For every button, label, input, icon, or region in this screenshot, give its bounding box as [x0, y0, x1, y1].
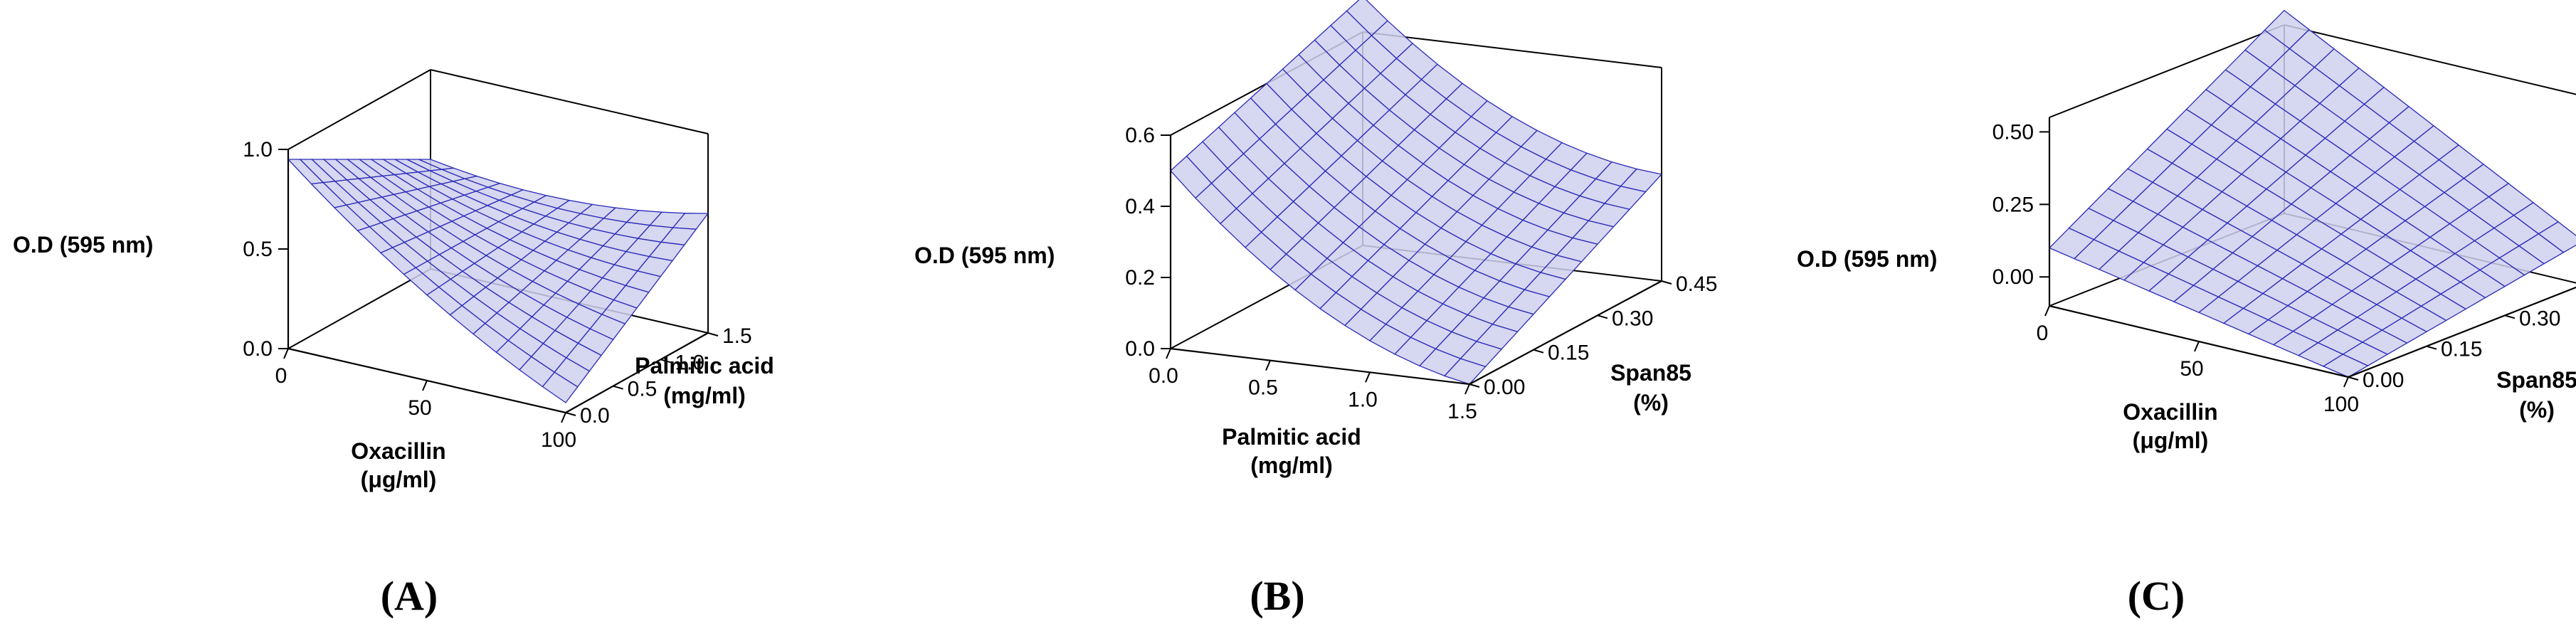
y-axis-line	[1469, 280, 1662, 385]
z-tick-label: 0.0	[1125, 337, 1155, 361]
z-axis-title: O.D (595 nm)	[1797, 246, 1937, 272]
x-tick-label: 0	[275, 364, 287, 388]
surface-cell	[1443, 358, 1487, 385]
panel-label-a: (A)	[381, 573, 438, 619]
x-tick-mark	[283, 348, 289, 359]
z-tick-label: 0.5	[243, 238, 273, 261]
surface-mesh	[1170, 0, 1663, 385]
y-tick-label: 0.5	[628, 378, 658, 401]
y-tick-mark	[2504, 314, 2516, 319]
y-tick-label: 0.30	[1612, 307, 1653, 330]
y-axis-line	[565, 332, 709, 413]
z-axis-title: O.D (595 nm)	[13, 232, 153, 258]
y-tick-label: 0.0	[580, 404, 610, 428]
y-tick-label: 1.5	[722, 324, 752, 348]
y-tick-label: 0.15	[1548, 341, 1589, 365]
z-tick-label: 1.0	[243, 138, 273, 161]
frame-edge	[287, 268, 431, 349]
x-tick-mark	[2194, 341, 2200, 352]
x-tick-label: 0	[2037, 322, 2049, 345]
z-tick-label: 0.4	[1125, 195, 1155, 218]
x-tick-mark	[1464, 383, 1470, 395]
x-axis-title: Palmitic acid	[1222, 424, 1361, 450]
x-axis-title: Oxacillin	[351, 438, 445, 464]
z-tick-label: 0.00	[1992, 265, 2034, 289]
x-tick-label: 0.0	[1149, 364, 1178, 388]
x-tick-mark	[561, 412, 566, 423]
y-tick-mark	[565, 412, 576, 416]
frame-edge	[287, 69, 431, 150]
x-axis-title: (μg/ml)	[2133, 428, 2209, 453]
z-tick-label: 0.25	[1992, 193, 2034, 216]
surface-mesh	[287, 159, 709, 403]
z-axis-title: O.D (595 nm)	[914, 243, 1055, 268]
y-axis-title: Palmitic acid	[635, 353, 774, 378]
frame-edge	[2049, 24, 2285, 118]
x-tick-mark	[2343, 376, 2349, 388]
y-tick-label: 0.00	[1484, 376, 1525, 399]
y-tick-label: 0.45	[1676, 272, 1717, 296]
x-tick-label: 50	[408, 396, 431, 420]
y-axis-title: (%)	[2519, 397, 2555, 423]
x-tick-label: 0.5	[1248, 376, 1278, 400]
y-tick-mark	[660, 359, 671, 364]
z-tick-label: 0.6	[1125, 124, 1155, 147]
x-axis-title: Oxacillin	[2123, 399, 2217, 425]
x-axis-line	[1170, 347, 1470, 386]
frame-edge	[1362, 31, 1662, 68]
y-tick-label: 0.00	[2363, 369, 2404, 392]
y-tick-mark	[1533, 349, 1544, 354]
x-tick-mark	[1365, 371, 1371, 383]
frame-edge	[430, 69, 709, 134]
y-axis-title: (%)	[1633, 390, 1669, 415]
x-tick-mark	[2044, 305, 2050, 317]
y-tick-label: 0.15	[2441, 338, 2482, 361]
surface-plot-b: 0.0 0.5 1.0 1.5 0.00 0.15 0.30 0.45 0.0 0.2 0.4 0.6…	[914, 0, 1717, 478]
x-tick-label: 50	[2180, 357, 2203, 381]
y-tick-mark	[1597, 314, 1608, 319]
surface-mesh	[2048, 9, 2576, 378]
y-axis-line	[2348, 286, 2576, 378]
z-tick-label: 0.50	[1992, 120, 2034, 144]
x-axis-title: (μg/ml)	[361, 467, 437, 492]
x-tick-mark	[1166, 348, 1171, 359]
x-tick-label: 100	[2323, 393, 2359, 416]
y-axis-title: Span85	[1610, 360, 1691, 386]
panel-label-c: (C)	[2128, 573, 2185, 619]
x-tick-label: 100	[541, 428, 576, 452]
surface-cell	[2322, 354, 2369, 378]
y-tick-mark	[707, 332, 719, 337]
x-tick-label: 1.0	[1348, 388, 1378, 411]
y-tick-mark	[2348, 376, 2359, 381]
y-tick-mark	[613, 385, 623, 390]
y-axis-title: (mg/ml)	[663, 383, 746, 408]
x-axis-title: (mg/ml)	[1250, 452, 1333, 478]
y-tick-mark	[2426, 345, 2437, 350]
z-tick-label: 0.2	[1125, 266, 1155, 290]
surface-cell	[542, 371, 579, 403]
x-tick-label: 1.5	[1447, 400, 1477, 423]
y-tick-mark	[1661, 280, 1672, 285]
panel-label-b: (B)	[1250, 573, 1304, 619]
y-tick-label: 1.0	[675, 351, 704, 374]
y-tick-label: 0.30	[2519, 307, 2560, 330]
x-tick-mark	[422, 380, 428, 391]
x-tick-mark	[1265, 360, 1271, 371]
z-tick-label: 0.0	[243, 337, 273, 361]
y-tick-mark	[1469, 383, 1480, 388]
frame-edge	[2284, 24, 2576, 95]
y-axis-title: Span85	[2496, 367, 2576, 393]
